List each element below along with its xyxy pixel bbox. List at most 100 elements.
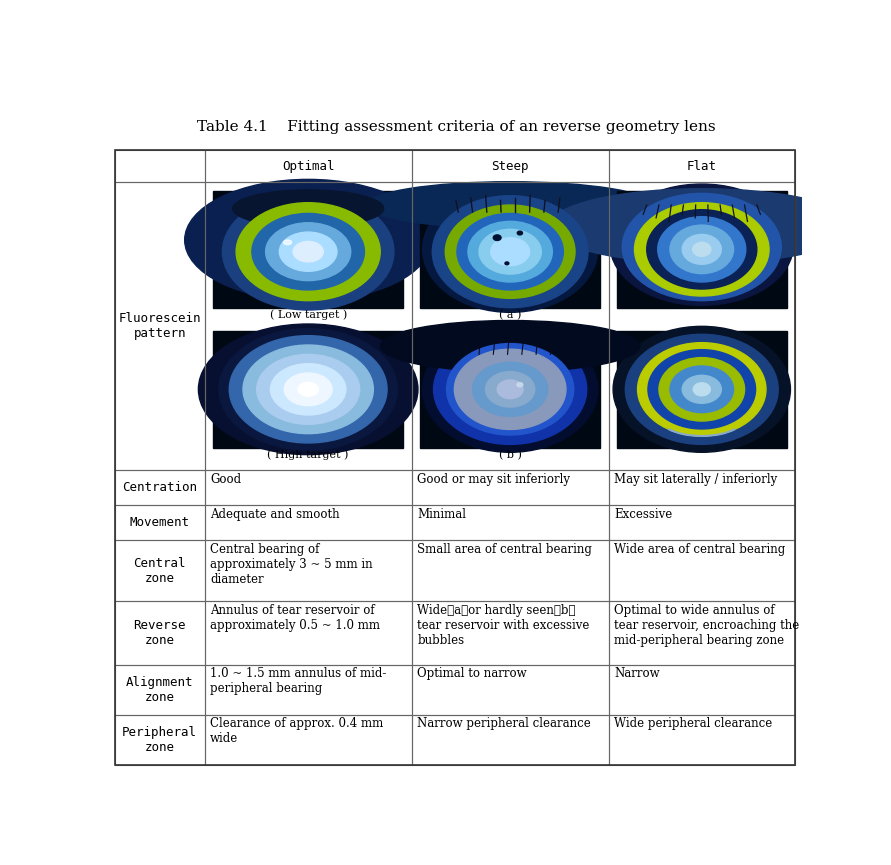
Ellipse shape [460,353,560,426]
Ellipse shape [505,262,509,265]
Ellipse shape [670,225,733,273]
Bar [609,471,795,505]
Bar [205,601,412,665]
Ellipse shape [497,380,523,399]
Ellipse shape [613,326,790,452]
Bar [420,331,601,448]
Ellipse shape [446,343,574,435]
Text: Central bearing of
approximately 3 ~ 5 mm in
diameter: Central bearing of approximately 3 ~ 5 m… [210,543,372,586]
Bar [213,191,404,308]
Ellipse shape [380,321,640,372]
Bar [115,541,205,601]
Text: Table 4.1    Fitting assessment criteria of an reverse geometry lens: Table 4.1 Fitting assessment criteria of… [197,119,716,134]
Ellipse shape [223,194,394,310]
Text: May sit laterally / inferiorly: May sit laterally / inferiorly [614,473,777,486]
Text: Central
zone: Central zone [134,557,186,585]
Ellipse shape [647,209,756,289]
Bar [205,541,412,601]
Ellipse shape [659,357,745,421]
Bar [609,665,795,714]
Ellipse shape [243,345,373,433]
Bar [213,331,404,448]
Bar [412,541,609,601]
Text: Steep: Steep [492,160,529,173]
Bar [412,665,609,714]
Ellipse shape [422,186,598,312]
Bar [609,505,795,541]
Text: ( Low target ): ( Low target ) [270,310,347,320]
Ellipse shape [517,382,523,387]
Bar [609,151,795,183]
Text: 1.0 ~ 1.5 mm annulus of mid-
peripheral bearing: 1.0 ~ 1.5 mm annulus of mid- peripheral … [210,668,387,695]
Bar [412,471,609,505]
Text: ( a ): ( a ) [499,310,521,320]
Text: Movement: Movement [130,516,190,529]
Text: Optimal: Optimal [282,160,334,173]
Text: Centration: Centration [122,481,197,495]
Bar [412,505,609,541]
Bar [115,665,205,714]
Bar [205,151,412,183]
Bar [115,714,205,765]
Text: Optimal to narrow: Optimal to narrow [417,668,527,681]
Text: Flat: Flat [687,160,716,173]
Text: ( b ): ( b ) [499,450,521,460]
Ellipse shape [610,184,794,305]
Text: Wide peripheral clearance: Wide peripheral clearance [614,717,772,730]
Bar [412,601,609,665]
Ellipse shape [446,205,575,298]
Bar [205,471,412,505]
Bar [617,191,787,308]
Text: Clearance of approx. 0.4 mm
wide: Clearance of approx. 0.4 mm wide [210,717,383,746]
Bar [609,183,795,471]
Text: Good: Good [210,473,241,486]
Ellipse shape [693,383,710,396]
Ellipse shape [422,326,598,452]
Ellipse shape [298,382,318,396]
Text: ( High target ): ( High target ) [267,450,349,460]
Bar [115,505,205,541]
Ellipse shape [683,234,722,265]
Bar [609,601,795,665]
Text: Alignment
zone: Alignment zone [126,676,193,704]
Text: Small area of central bearing: Small area of central bearing [417,543,593,556]
Text: Good or may sit inferiorly: Good or may sit inferiorly [417,473,570,486]
Text: Wide（a）or hardly seen（b）
tear reservoir with excessive
bubbles: Wide（a）or hardly seen（b） tear reservoir … [417,604,590,647]
Ellipse shape [266,223,351,280]
Ellipse shape [432,195,588,308]
Ellipse shape [257,355,360,425]
Bar [205,665,412,714]
Ellipse shape [479,229,542,274]
Text: Narrow peripheral clearance: Narrow peripheral clearance [417,717,591,730]
Bar [115,151,205,183]
Ellipse shape [634,202,769,296]
Ellipse shape [658,217,746,282]
Bar [412,151,609,183]
Ellipse shape [434,334,586,445]
Text: Wide area of central bearing: Wide area of central bearing [614,543,785,556]
Bar [115,183,205,471]
Ellipse shape [280,232,337,272]
Ellipse shape [622,194,781,301]
Ellipse shape [236,202,380,301]
Ellipse shape [271,363,346,415]
Text: Minimal: Minimal [417,508,466,521]
Ellipse shape [457,214,563,290]
Ellipse shape [219,329,397,450]
Ellipse shape [491,238,529,266]
Ellipse shape [367,182,653,228]
Ellipse shape [472,362,548,416]
Ellipse shape [518,231,522,235]
Ellipse shape [468,221,552,282]
Ellipse shape [625,334,778,445]
Ellipse shape [486,372,535,407]
Bar [205,183,412,471]
Bar [115,471,205,505]
Ellipse shape [284,373,332,406]
Ellipse shape [199,324,418,455]
Text: Fluorescein
pattern: Fluorescein pattern [119,312,201,341]
Ellipse shape [692,242,711,256]
Text: Optimal to wide annulus of
tear reservoir, encroaching the
mid-peripheral bearin: Optimal to wide annulus of tear reservoi… [614,604,799,647]
Text: Peripheral
zone: Peripheral zone [122,726,197,753]
Text: Narrow: Narrow [614,668,659,681]
